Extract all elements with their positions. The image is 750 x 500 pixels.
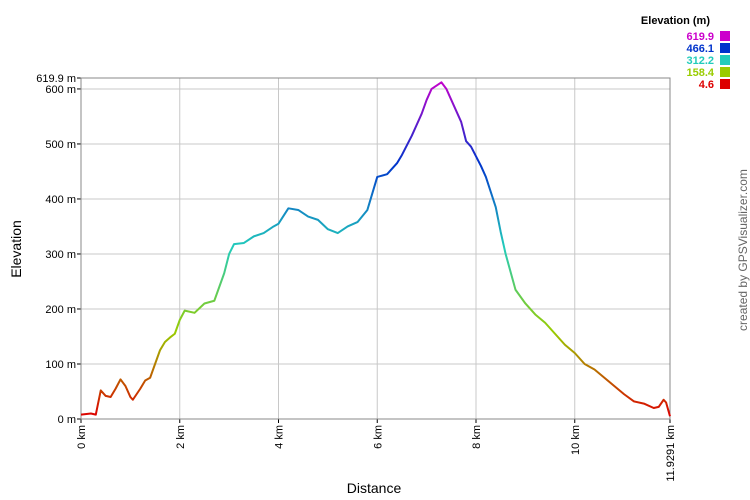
credit: created by GPSVisualizer.com [736,169,750,331]
legend-swatch [720,31,730,41]
legend-label: 619.9 [686,31,714,43]
x-tick-label: 10 km [570,425,582,455]
y-tick-label: 400 m [45,194,76,206]
legend-label: 466.1 [686,43,714,55]
x-tick-label: 0 km [76,425,88,449]
legend-swatch [720,79,730,89]
y-tick-label: 0 m [58,414,76,426]
elevation-line [80,81,671,417]
legend-swatch [720,43,730,53]
y-tick-label: 619.9 m [36,73,76,85]
plot-frame [80,77,671,420]
legend-label: 4.6 [699,79,714,91]
x-tick-label: 4 km [274,425,286,449]
x-tick-label: 11.9291 km [665,425,677,482]
x-tick-label: 8 km [471,425,483,449]
x-axis-title: Distance [347,480,402,496]
y-tick-label: 300 m [45,249,76,261]
y-tick-label: 600 m [45,84,76,96]
y-tick-label: 100 m [45,359,76,371]
legend-swatch [720,67,730,77]
legend-title: Elevation (m) [641,15,710,27]
y-tick-label: 200 m [45,304,76,316]
legend-label: 158.4 [686,67,714,79]
y-tick-label: 500 m [45,139,76,151]
x-tick-label: 6 km [372,425,384,449]
legend-label: 312.2 [686,55,714,67]
x-tick-label: 2 km [175,425,187,449]
y-axis-title: Elevation [8,220,24,278]
legend-swatch [720,55,730,65]
